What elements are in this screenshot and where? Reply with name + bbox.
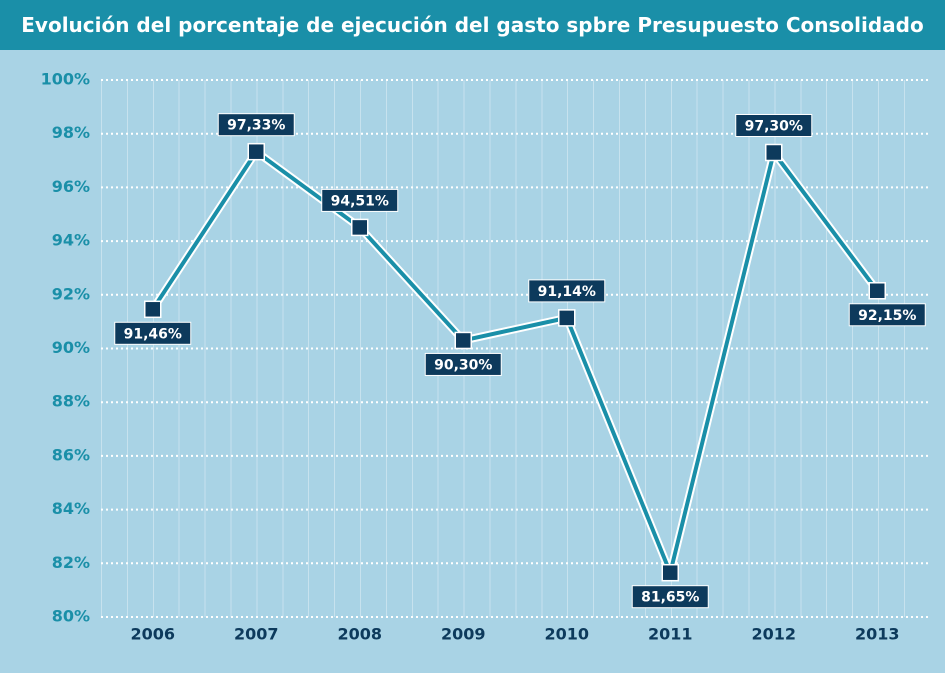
data-label-text: 97,33%: [227, 118, 285, 134]
data-label: 91,14%: [528, 279, 606, 303]
data-label-text: 92,15%: [858, 308, 916, 324]
marker: [247, 142, 265, 161]
data-label-text: 91,46%: [124, 326, 182, 342]
y-tick-label: 82%: [52, 553, 90, 572]
y-tick-label: 86%: [52, 445, 90, 464]
data-label: 91,46%: [114, 321, 192, 345]
data-label-text: 91,14%: [538, 284, 596, 300]
data-label: 81,65%: [631, 585, 709, 609]
data-label-box: [424, 352, 502, 376]
data-label-text: 81,65%: [641, 590, 699, 606]
data-label-box: [735, 113, 813, 137]
data-label-text: 90,30%: [434, 357, 492, 373]
data-label: 90,30%: [424, 352, 502, 376]
y-tick-label: 92%: [52, 284, 90, 303]
y-tick-label: 90%: [52, 338, 90, 357]
data-label-box: [114, 321, 192, 345]
data-label-box: [217, 113, 295, 137]
marker: [868, 282, 886, 300]
y-tick-label: 88%: [52, 392, 90, 411]
marker: [558, 309, 576, 327]
data-label: 92,15%: [848, 303, 926, 327]
marker: [454, 331, 472, 350]
data-label-box: [848, 303, 926, 327]
x-tick-label: 2011: [648, 625, 693, 644]
x-tick-label: 2013: [855, 625, 900, 644]
y-tick-label: 94%: [52, 231, 90, 250]
y-tick-label: 96%: [52, 177, 90, 196]
x-tick-label: 2006: [130, 625, 175, 644]
data-label-box: [321, 188, 399, 212]
y-tick-label: 80%: [52, 607, 90, 626]
data-label-text: 94,51%: [331, 193, 389, 209]
x-tick-label: 2010: [544, 625, 589, 644]
data-label: 97,30%: [735, 113, 813, 137]
x-tick-label: 2007: [234, 625, 279, 644]
chart-title: Evolución del porcentaje de ejecución de…: [0, 0, 945, 50]
marker: [144, 300, 162, 319]
data-label-box: [631, 585, 709, 609]
x-tick-label: 2009: [441, 625, 486, 644]
data-label-text: 97,30%: [745, 118, 803, 134]
line: [151, 149, 879, 575]
data-label: 94,51%: [321, 188, 399, 212]
x-tick-label: 2008: [337, 625, 382, 644]
marker: [765, 143, 783, 162]
y-tick-label: 100%: [41, 70, 90, 89]
y-tick-label: 84%: [52, 499, 90, 518]
marker: [351, 218, 369, 237]
x-tick-label: 2012: [751, 625, 796, 644]
y-tick-label: 98%: [52, 123, 90, 142]
data-label-box: [528, 279, 606, 303]
marker: [661, 563, 679, 582]
data-label: 97,33%: [217, 113, 295, 137]
